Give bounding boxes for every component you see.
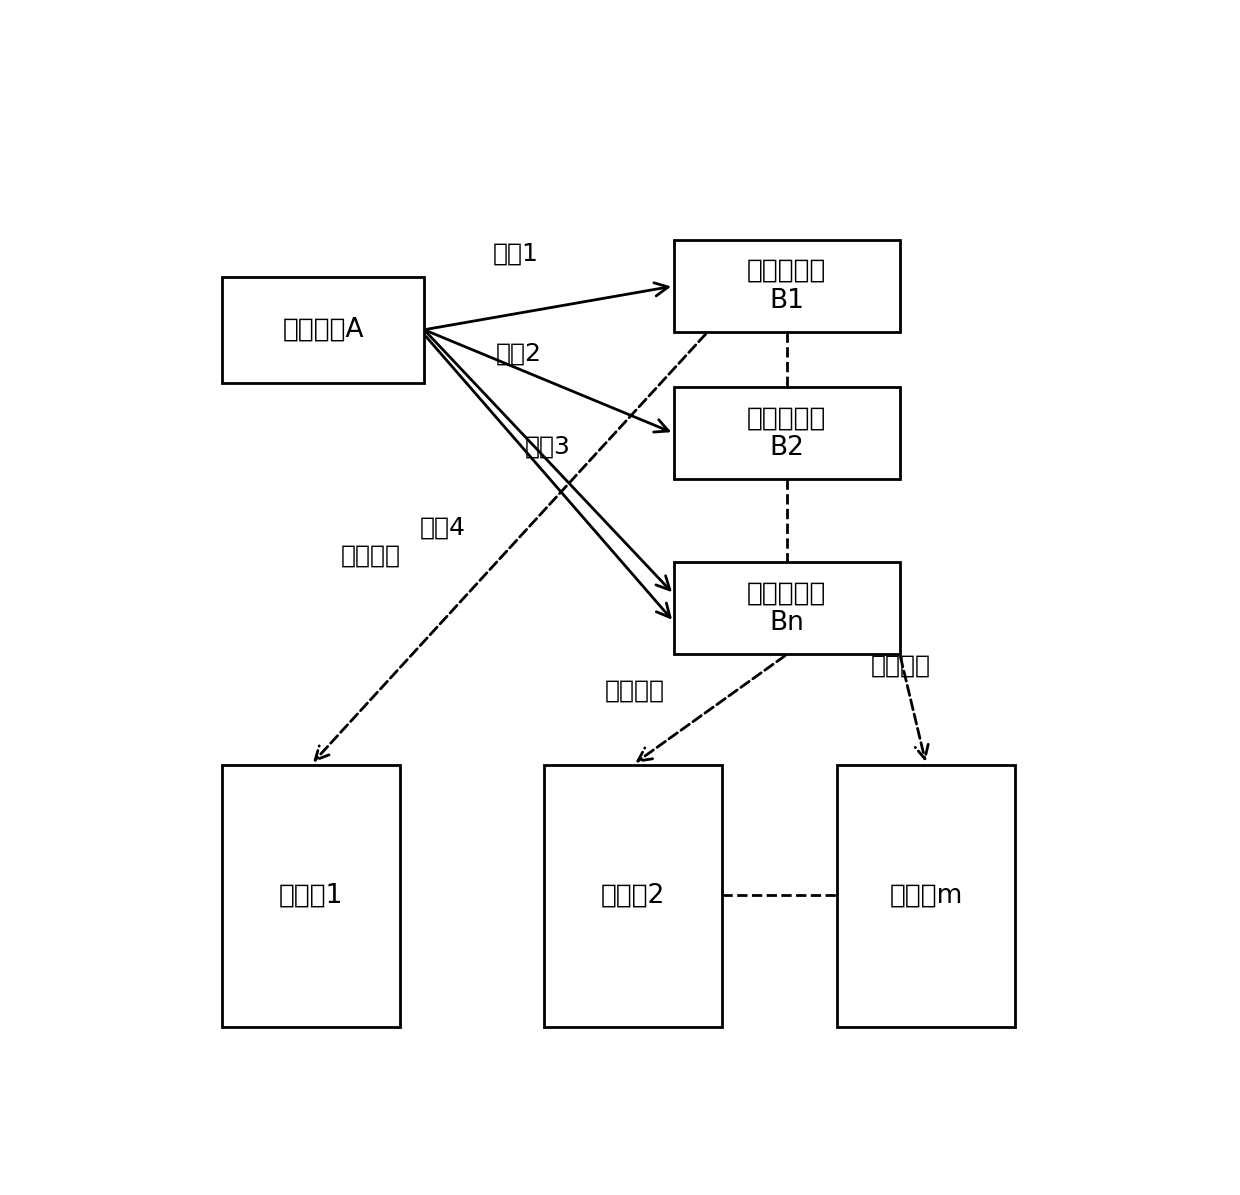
Bar [837,765,1016,1027]
Bar [675,387,900,479]
Bar [675,240,900,332]
Text: 消息2: 消息2 [496,342,542,366]
Text: 调度运行: 调度运行 [605,679,665,703]
Text: 多实例线程
B1: 多实例线程 B1 [748,258,827,314]
Text: 消息1: 消息1 [492,241,538,265]
Text: 调度运行: 调度运行 [870,654,931,678]
Text: 消息4: 消息4 [419,516,465,540]
FancyArrowPatch shape [637,656,785,761]
FancyArrowPatch shape [900,657,929,759]
Text: 处理器1: 处理器1 [279,883,343,908]
Text: 处理器2: 处理器2 [601,883,666,908]
Text: 多实例线程
B2: 多实例线程 B2 [748,405,827,461]
Text: 业务线程A: 业务线程A [283,317,363,343]
Text: 处理器m: 处理器m [889,883,963,908]
FancyArrowPatch shape [315,335,706,760]
Bar [222,765,401,1027]
Bar [675,562,900,654]
Text: 调度运行: 调度运行 [341,544,402,568]
Text: 消息3: 消息3 [525,435,570,459]
Bar [544,765,722,1027]
Bar [222,277,424,382]
Text: 多实例线程
Bn: 多实例线程 Bn [748,580,827,636]
